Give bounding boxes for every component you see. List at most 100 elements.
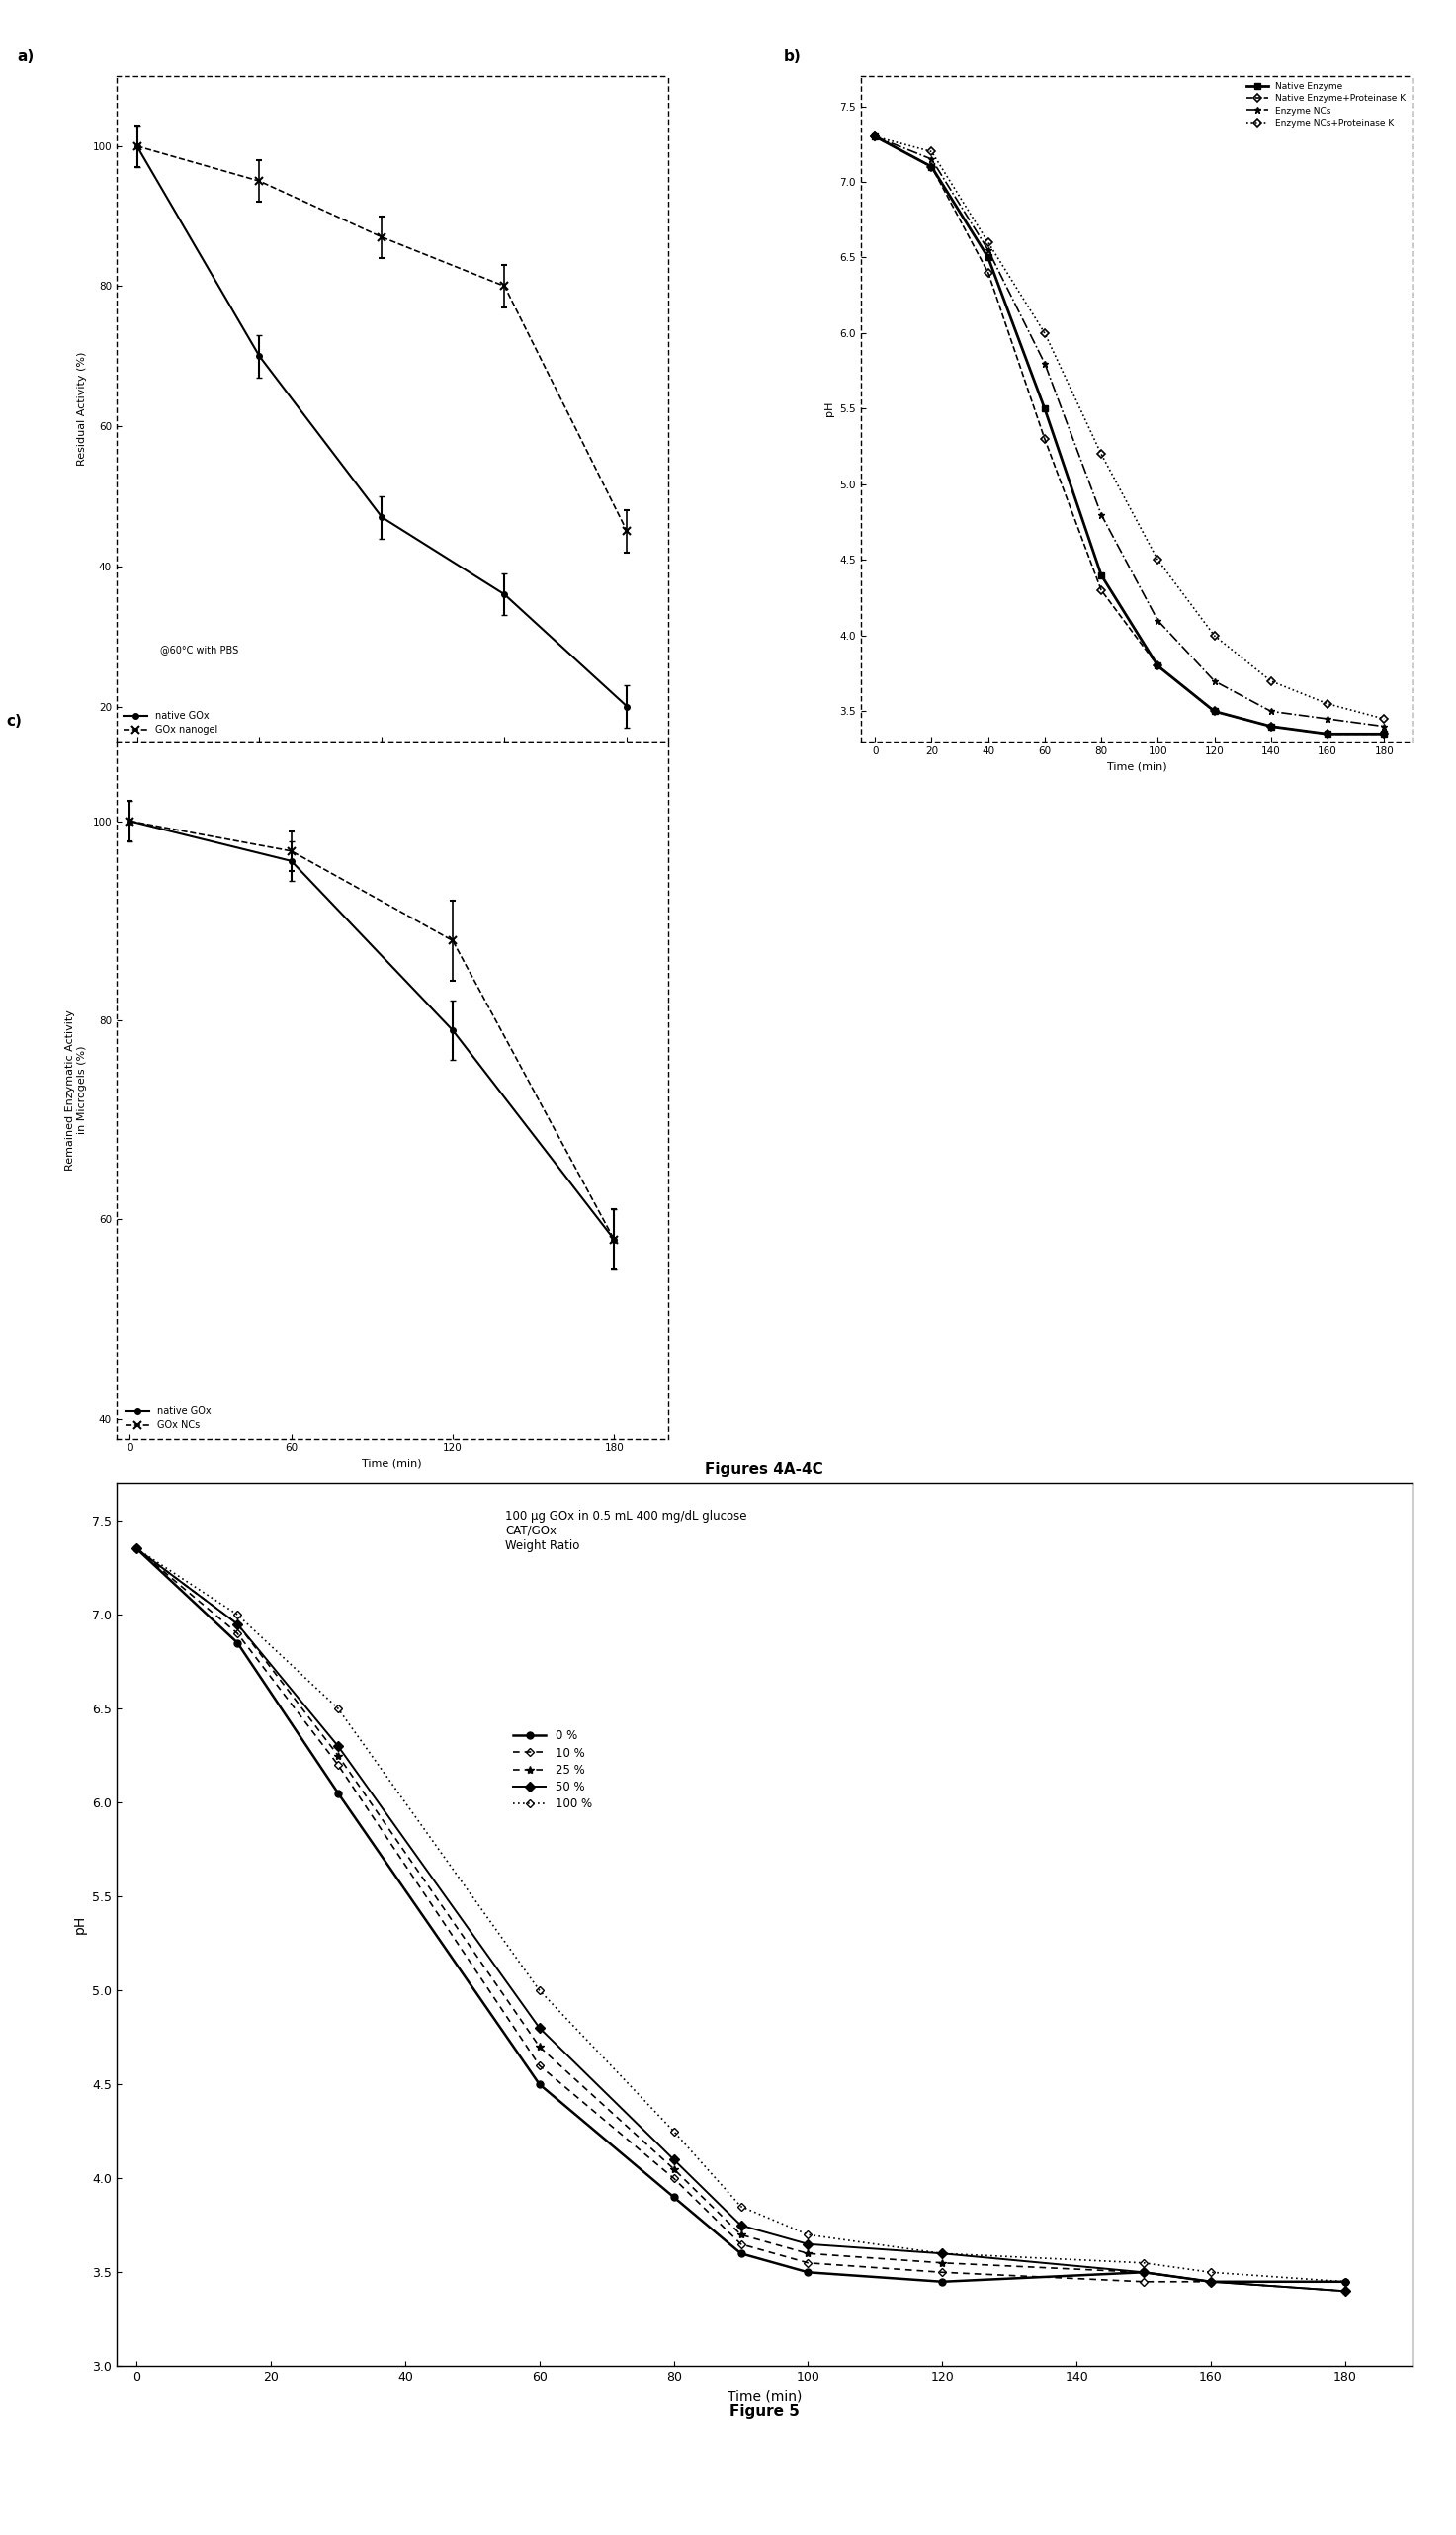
0 % — [229, 1627, 246, 1658]
0 % — [128, 1534, 146, 1564]
Enzyme NCs — [1149, 606, 1166, 636]
X-axis label: Time (min): Time (min) — [1107, 760, 1166, 771]
25 % — [229, 1610, 246, 1640]
Native Enzyme+Proteinase K — [1037, 423, 1054, 454]
100 % — [933, 2238, 951, 2269]
100 % — [229, 1600, 246, 1630]
Native Enzyme — [1149, 651, 1166, 682]
Enzyme NCs+Proteinase K — [1149, 545, 1166, 575]
50 % — [799, 2228, 817, 2259]
50 % — [933, 2238, 951, 2269]
Native Enzyme — [1037, 393, 1054, 423]
Native Enzyme+Proteinase K — [1319, 720, 1337, 750]
Native Enzyme — [866, 122, 884, 152]
25 % — [799, 2238, 817, 2269]
Enzyme NCs+Proteinase K — [866, 122, 884, 152]
100 % — [1136, 2249, 1153, 2279]
Enzyme NCs — [1319, 705, 1337, 735]
50 % — [329, 1731, 347, 1762]
Enzyme NCs — [1262, 697, 1280, 728]
100 % — [799, 2221, 817, 2251]
Native Enzyme — [1206, 697, 1223, 728]
Native Enzyme — [1262, 712, 1280, 743]
0 % — [665, 2183, 683, 2213]
Legend: native GOx, GOx nanogel: native GOx, GOx nanogel — [121, 710, 220, 738]
100 % — [1203, 2256, 1220, 2287]
10 % — [531, 2051, 549, 2081]
0 % — [531, 2069, 549, 2099]
50 % — [1136, 2256, 1153, 2287]
Enzyme NCs — [923, 144, 941, 175]
Text: a): a) — [17, 48, 35, 63]
Native Enzyme — [923, 152, 941, 183]
Legend: native GOx, GOx NCs: native GOx, GOx NCs — [121, 1402, 214, 1435]
10 % — [1337, 2276, 1354, 2307]
10 % — [799, 2249, 817, 2279]
Text: c): c) — [6, 715, 22, 728]
Line: Enzyme NCs: Enzyme NCs — [872, 134, 1388, 730]
Native Enzyme — [980, 243, 997, 274]
0 % — [799, 2256, 817, 2287]
Y-axis label: Residual Activity (%): Residual Activity (%) — [77, 352, 87, 466]
25 % — [128, 1534, 146, 1564]
Legend: Native Enzyme, Native Enzyme+Proteinase K, Enzyme NCs, Enzyme NCs+Proteinase K: Native Enzyme, Native Enzyme+Proteinase … — [1245, 81, 1408, 129]
50 % — [1337, 2276, 1354, 2307]
25 % — [665, 2155, 683, 2185]
Native Enzyme+Proteinase K — [1092, 575, 1109, 606]
0 % — [1203, 2266, 1220, 2297]
100 % — [1337, 2266, 1354, 2297]
25 % — [933, 2249, 951, 2279]
25 % — [531, 2031, 549, 2061]
100 % — [531, 1975, 549, 2005]
Line: 50 %: 50 % — [132, 1546, 1348, 2294]
Y-axis label: Remained Enzymatic Activity
in Microgels (%): Remained Enzymatic Activity in Microgels… — [66, 1009, 87, 1171]
10 % — [128, 1534, 146, 1564]
0 % — [933, 2266, 951, 2297]
Enzyme NCs+Proteinase K — [1262, 667, 1280, 697]
0 % — [329, 1777, 347, 1807]
Enzyme NCs+Proteinase K — [1376, 705, 1393, 735]
Native Enzyme — [1319, 720, 1337, 750]
100 % — [128, 1534, 146, 1564]
Legend: 0 %, 10 %, 25 %, 50 %, 100 %: 0 %, 10 %, 25 %, 50 %, 100 % — [511, 1726, 594, 1813]
Native Enzyme+Proteinase K — [866, 122, 884, 152]
100 % — [732, 2190, 750, 2221]
Native Enzyme+Proteinase K — [1376, 720, 1393, 750]
50 % — [732, 2211, 750, 2241]
10 % — [665, 2162, 683, 2193]
Native Enzyme — [1092, 560, 1109, 591]
Native Enzyme+Proteinase K — [1149, 651, 1166, 682]
100 % — [329, 1693, 347, 1724]
50 % — [128, 1534, 146, 1564]
Enzyme NCs+Proteinase K — [1092, 439, 1109, 469]
25 % — [329, 1739, 347, 1769]
0 % — [1337, 2266, 1354, 2297]
Line: Native Enzyme+Proteinase K: Native Enzyme+Proteinase K — [872, 134, 1386, 738]
10 % — [732, 2228, 750, 2259]
10 % — [1203, 2266, 1220, 2297]
50 % — [531, 2013, 549, 2043]
25 % — [1203, 2266, 1220, 2297]
Text: @60°C with PBS: @60°C with PBS — [160, 644, 239, 654]
X-axis label: Time (min): Time (min) — [363, 1458, 422, 1468]
Enzyme NCs — [1037, 347, 1054, 378]
0 % — [1136, 2256, 1153, 2287]
Enzyme NCs+Proteinase K — [1206, 621, 1223, 651]
Y-axis label: pH: pH — [73, 1914, 86, 1934]
10 % — [933, 2256, 951, 2287]
25 % — [1337, 2276, 1354, 2307]
Text: Figures 4A-4C: Figures 4A-4C — [705, 1463, 824, 1478]
Enzyme NCs — [1376, 712, 1393, 743]
Enzyme NCs+Proteinase K — [923, 137, 941, 167]
Y-axis label: pH: pH — [824, 401, 834, 416]
Line: Native Enzyme: Native Enzyme — [872, 134, 1388, 738]
Native Enzyme+Proteinase K — [923, 152, 941, 183]
Native Enzyme+Proteinase K — [1262, 712, 1280, 743]
Enzyme NCs — [1206, 667, 1223, 697]
Enzyme NCs — [1092, 499, 1109, 530]
Native Enzyme+Proteinase K — [980, 259, 997, 289]
Text: 100 μg GOx in 0.5 mL 400 mg/dL glucose
CAT/GOx
Weight Ratio: 100 μg GOx in 0.5 mL 400 mg/dL glucose C… — [505, 1508, 747, 1551]
10 % — [329, 1749, 347, 1780]
10 % — [229, 1617, 246, 1648]
X-axis label: Time (min): Time (min) — [363, 760, 422, 771]
